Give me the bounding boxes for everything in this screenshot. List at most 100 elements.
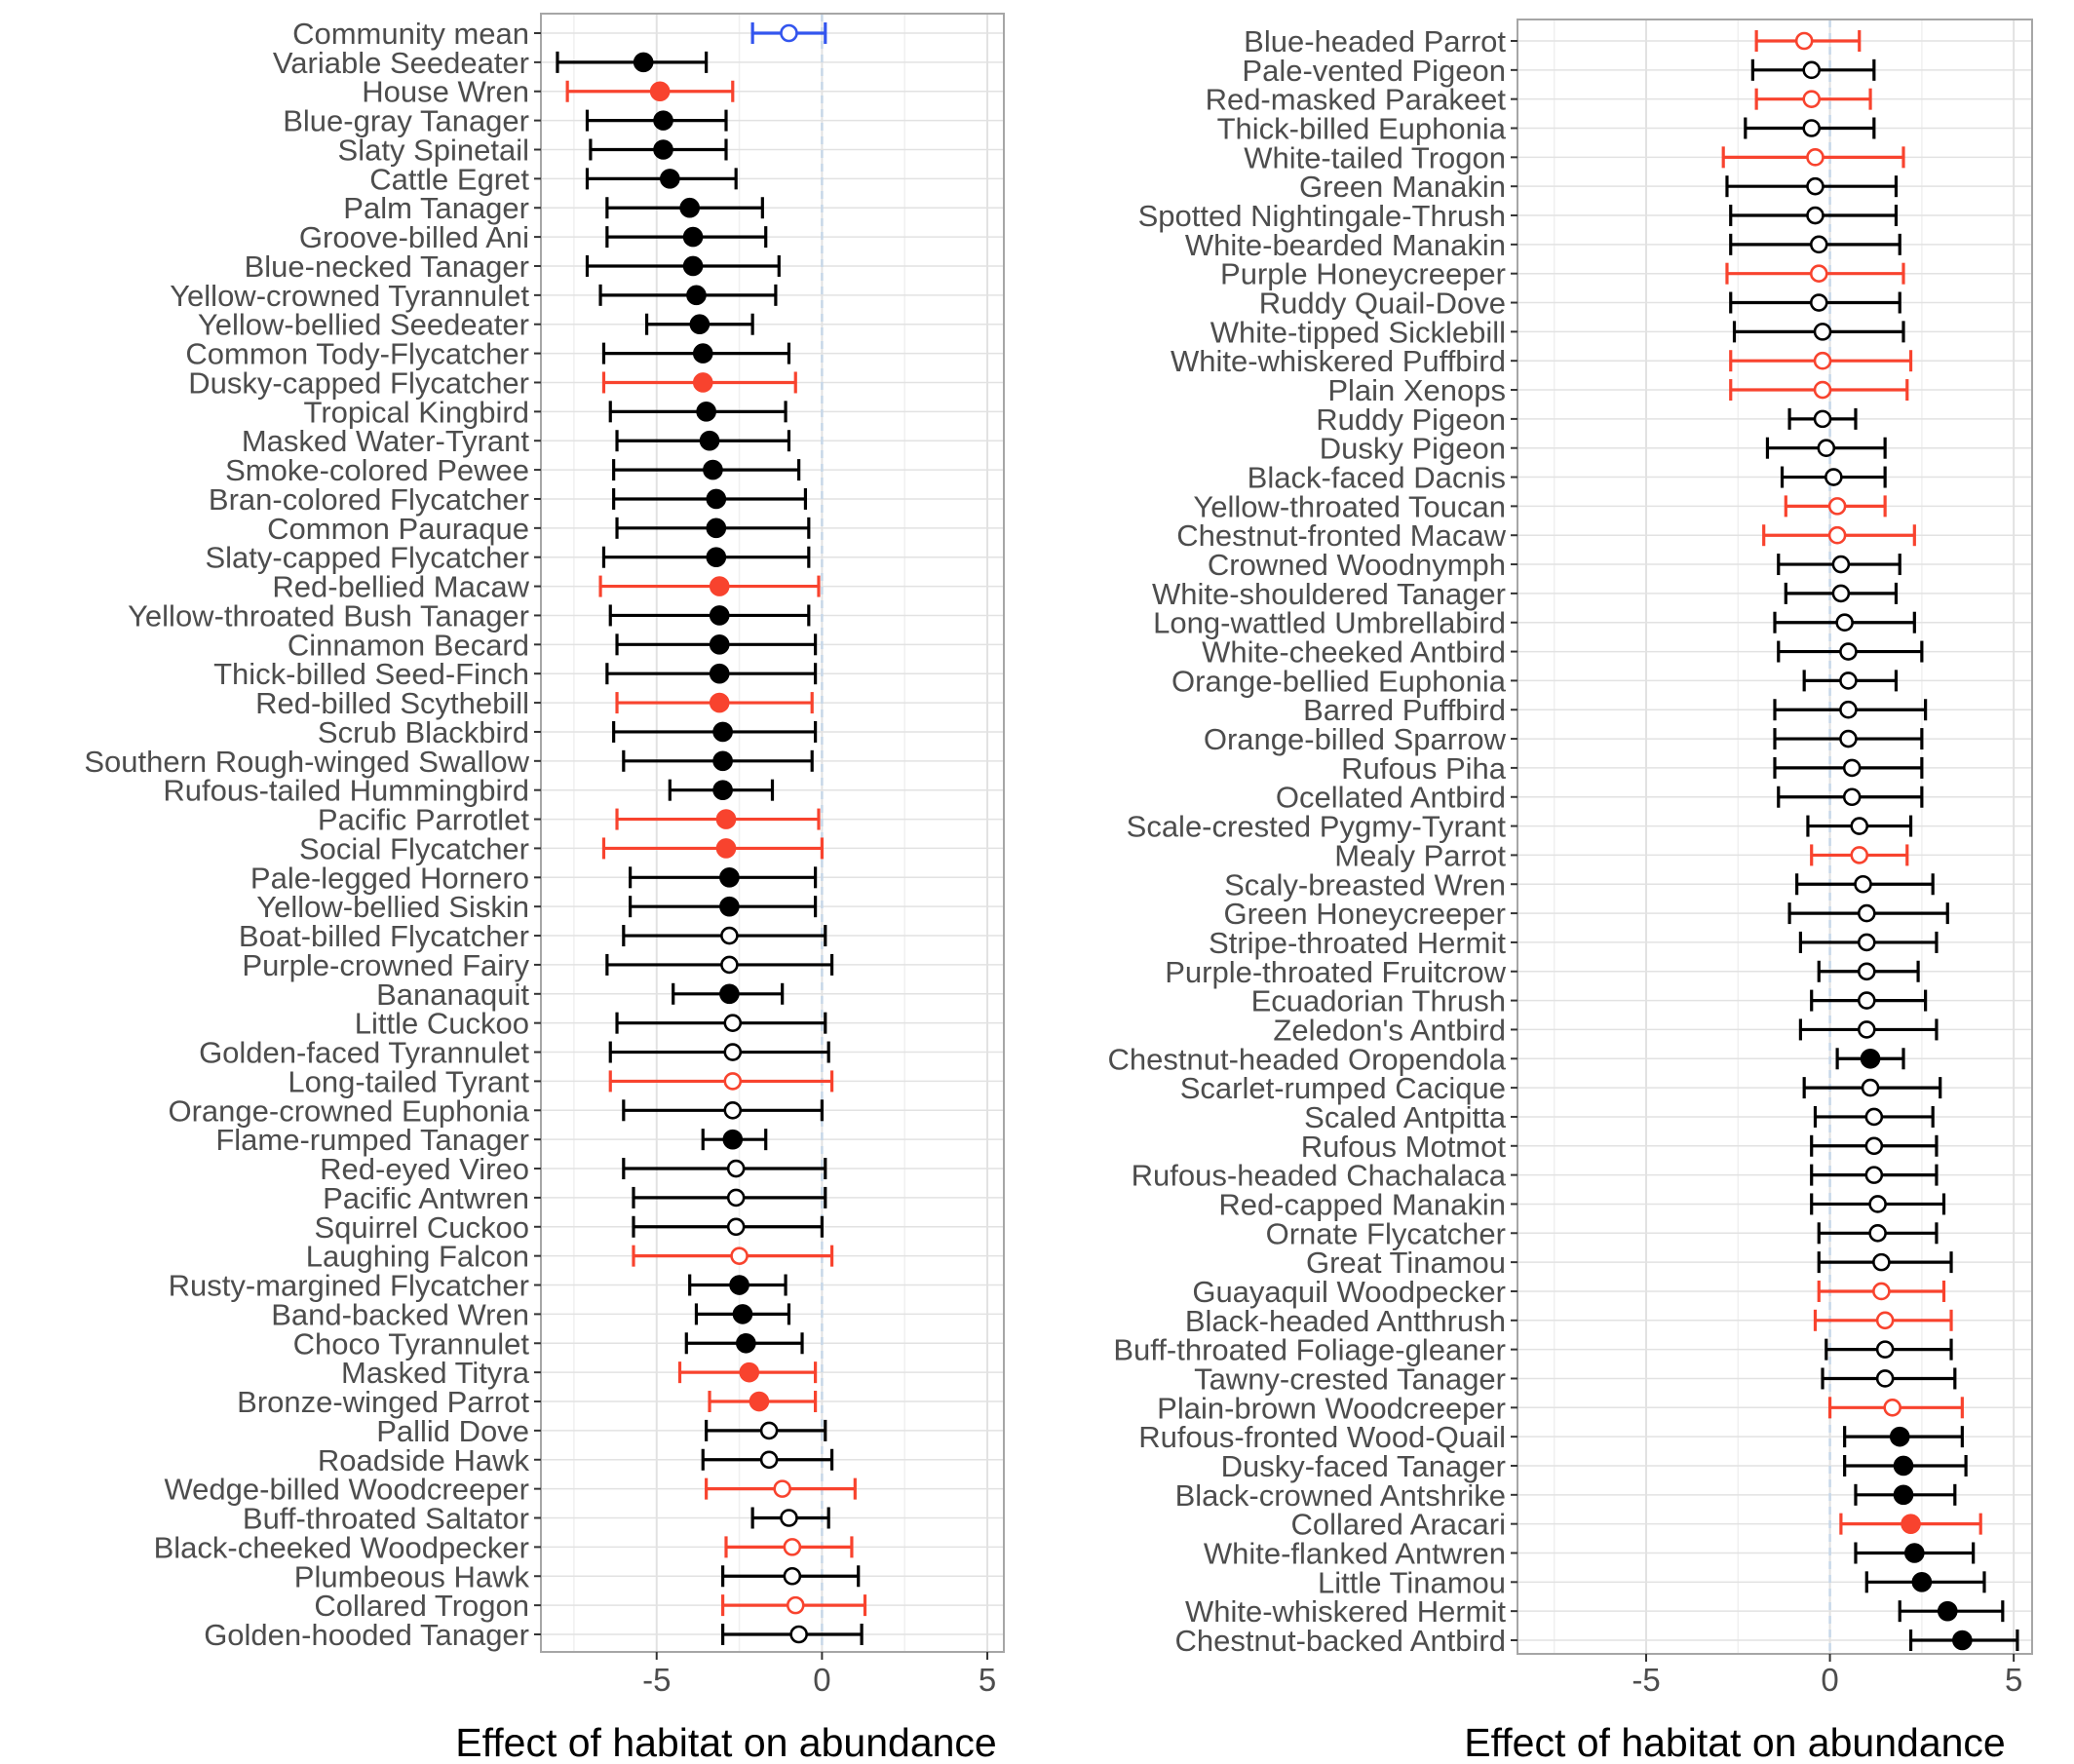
species-label: Scaled Antpitta xyxy=(1304,1100,1507,1134)
estimate-point xyxy=(1937,1600,1958,1622)
species-label: Purple Honeycreeper xyxy=(1220,257,1506,291)
species-label: Palm Tanager xyxy=(343,191,529,225)
species-label: Choco Tyrannulet xyxy=(293,1326,530,1361)
species-label: Little Tinamou xyxy=(1318,1565,1506,1599)
panel-border xyxy=(540,13,1005,1653)
species-label: White-tipped Sicklebill xyxy=(1210,315,1506,349)
estimate-point xyxy=(1864,1136,1884,1156)
estimate-point xyxy=(726,1188,746,1208)
estimate-point xyxy=(1857,991,1876,1010)
estimate-point xyxy=(1809,293,1828,312)
estimate-point xyxy=(1839,642,1858,661)
estimate-point xyxy=(1857,903,1876,923)
estimate-point xyxy=(696,402,716,422)
estimate-point xyxy=(1901,1514,1921,1534)
species-label: Slaty Spinetail xyxy=(338,133,529,167)
species-label: Yellow-throated Bush Tanager xyxy=(128,598,529,633)
species-label: Ecuadorian Thrush xyxy=(1251,984,1506,1018)
estimate-point xyxy=(715,809,737,829)
species-label: Chestnut-headed Oropendola xyxy=(1108,1042,1507,1076)
estimate-point xyxy=(1893,1455,1914,1476)
species-label: Rusty-margined Flycatcher xyxy=(169,1269,529,1303)
species-label: Spotted Nightingale-Thrush xyxy=(1138,199,1506,233)
estimate-point xyxy=(1864,1107,1884,1127)
estimate-point xyxy=(1831,584,1851,603)
estimate-point xyxy=(682,226,704,248)
species-label: Thick-billed Seed-Finch xyxy=(213,657,529,691)
species-label: Ocellated Antbird xyxy=(1276,781,1506,815)
estimate-point xyxy=(730,1246,749,1265)
species-label: Green Manakin xyxy=(1299,170,1506,204)
estimate-point xyxy=(1868,1195,1887,1213)
species-label: Little Cuckoo xyxy=(355,1007,529,1041)
species-label: Squirrel Cuckoo xyxy=(314,1210,529,1245)
species-label: Bananaquit xyxy=(376,978,529,1012)
species-label: Tropical Kingbird xyxy=(304,395,529,429)
estimate-point xyxy=(726,1217,746,1237)
species-label: Great Tinamou xyxy=(1306,1246,1506,1280)
estimate-point xyxy=(1806,176,1824,196)
species-label: Rufous Piha xyxy=(1341,751,1507,786)
species-label: Orange-billed Sparrow xyxy=(1204,722,1507,756)
species-label: Thick-billed Euphonia xyxy=(1217,112,1507,146)
estimate-point xyxy=(692,372,713,393)
estimate-point xyxy=(692,343,713,364)
species-label: Black-headed Antthrush xyxy=(1185,1304,1506,1338)
species-label: Cattle Egret xyxy=(369,162,529,196)
estimate-point xyxy=(1854,874,1872,894)
species-label: Roadside Hawk xyxy=(318,1443,530,1477)
estimate-point xyxy=(1827,497,1847,516)
estimate-point xyxy=(1857,1020,1876,1039)
species-label: Crowned Woodnymph xyxy=(1208,548,1506,582)
estimate-point xyxy=(749,1391,770,1412)
species-label: Common Pauraque xyxy=(267,512,529,546)
species-label: Ruddy Pigeon xyxy=(1316,403,1506,437)
estimate-point xyxy=(723,1014,743,1032)
species-label: Red-masked Parakeet xyxy=(1206,83,1507,117)
estimate-point xyxy=(1802,90,1822,108)
estimate-point xyxy=(686,285,707,306)
species-label: Plain-brown Woodcreeper xyxy=(1157,1391,1506,1425)
species-label: Barred Puffbird xyxy=(1303,693,1506,727)
species-label: House Wren xyxy=(362,75,529,109)
estimate-point xyxy=(1802,119,1822,137)
estimate-point xyxy=(1813,380,1832,400)
species-label: Plumbeous Hawk xyxy=(294,1559,530,1593)
species-label: Black-faced Dacnis xyxy=(1248,461,1506,495)
species-label: Tawny-crested Tanager xyxy=(1194,1361,1506,1396)
estimate-point xyxy=(679,197,700,218)
estimate-point xyxy=(1824,468,1843,486)
estimate-point xyxy=(732,1304,753,1324)
estimate-point xyxy=(723,1043,743,1061)
species-label: Yellow-bellied Seedeater xyxy=(198,308,529,342)
estimate-point xyxy=(1835,613,1854,633)
estimate-point xyxy=(653,110,673,131)
estimate-point xyxy=(1806,148,1824,167)
species-label: Wedge-billed Woodcreeper xyxy=(164,1473,529,1507)
x-tick-label: 5 xyxy=(2005,1662,2022,1698)
estimate-point xyxy=(1875,1369,1895,1388)
estimate-point xyxy=(1809,235,1828,254)
estimate-point xyxy=(706,518,727,539)
species-label: Dusky-faced Tanager xyxy=(1221,1449,1506,1483)
species-label: Blue-gray Tanager xyxy=(283,104,529,138)
estimate-point xyxy=(699,430,720,451)
estimate-point xyxy=(1861,1078,1880,1097)
species-label: Yellow-throated Toucan xyxy=(1193,489,1506,523)
species-label: Stripe-throated Hermit xyxy=(1209,926,1506,960)
species-label: Golden-hooded Tanager xyxy=(204,1618,529,1652)
species-label: Rufous-tailed Hummingbird xyxy=(163,774,529,808)
panel-border xyxy=(1517,19,2033,1655)
species-label: Groove-billed Ani xyxy=(299,220,529,254)
estimate-point xyxy=(1842,787,1862,807)
species-label: Masked Tityra xyxy=(341,1356,530,1390)
estimate-point xyxy=(709,605,730,626)
species-label: Green Honeycreeper xyxy=(1224,897,1507,931)
species-label: Scarlet-rumped Cacique xyxy=(1180,1071,1506,1105)
species-label: White-whiskered Hermit xyxy=(1185,1594,1506,1629)
estimate-point xyxy=(783,1538,802,1556)
estimate-point xyxy=(709,663,730,684)
estimate-point xyxy=(1872,1282,1891,1301)
